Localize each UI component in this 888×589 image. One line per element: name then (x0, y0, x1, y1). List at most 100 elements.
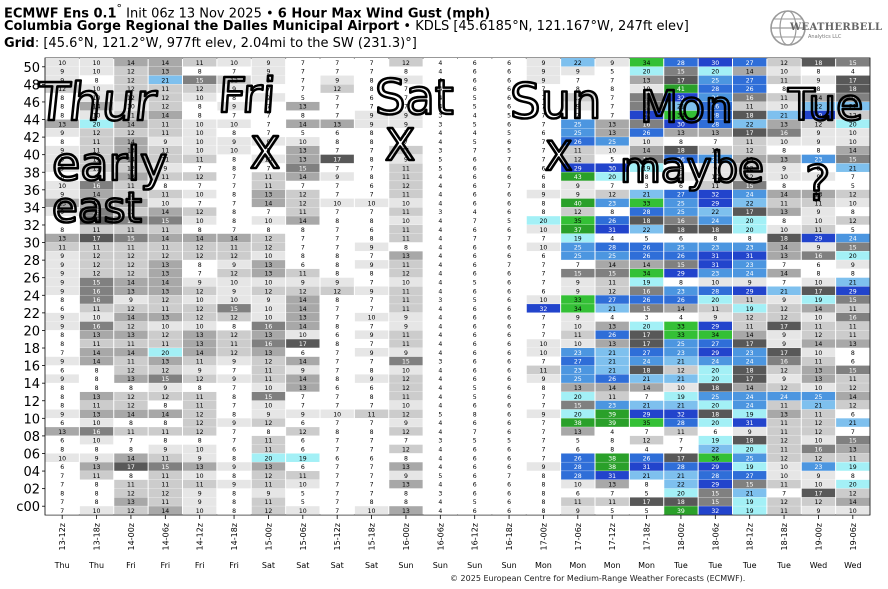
heatmap-cell (389, 488, 423, 498)
heatmap-cell (629, 435, 664, 445)
cell-value: 13 (402, 508, 410, 515)
cell-value: 17 (746, 130, 754, 137)
heatmap-cell (286, 233, 320, 243)
heatmap-cell (629, 224, 664, 234)
cell-value: 10 (196, 323, 204, 330)
heatmap-cell (595, 101, 629, 111)
heatmap-cell (664, 198, 698, 208)
cell-value: 8 (679, 280, 683, 287)
heatmap-cell (286, 189, 320, 199)
cell-value: 24 (746, 271, 754, 278)
heatmap-cell (183, 154, 217, 164)
x-tick-label: 14-18z (230, 523, 239, 550)
cell-value: 4 (438, 429, 442, 436)
cell-value: 30 (677, 121, 685, 128)
cell-value: 6 (507, 121, 511, 128)
cell-value: 15 (161, 376, 169, 383)
heatmap-cell (458, 462, 492, 471)
heatmap-cell (698, 101, 732, 111)
heatmap-cell (389, 110, 423, 120)
heatmap-cell (664, 409, 698, 419)
cell-value: 12 (574, 209, 582, 216)
heatmap-cell (492, 348, 526, 357)
cell-value: 21 (815, 403, 823, 410)
cell-value: 18 (746, 438, 754, 445)
cell-value: 7 (232, 174, 236, 181)
cell-value: 6 (473, 359, 477, 366)
heatmap-cell (251, 93, 286, 102)
heatmap-cell (251, 207, 286, 216)
heatmap-cell (733, 479, 767, 489)
cell-value: 17 (780, 323, 788, 330)
heatmap-cell (114, 365, 148, 375)
cell-value: 9 (60, 156, 64, 163)
cell-value: 8 (782, 86, 786, 93)
cell-value: 11 (574, 332, 582, 339)
cell-value: 13 (780, 253, 788, 260)
cell-value: 11 (849, 323, 857, 330)
cell-value: 9 (816, 130, 820, 137)
cell-value: 13 (849, 341, 857, 348)
y-tick-label: 50 (23, 61, 40, 76)
cell-value: 8 (335, 271, 339, 278)
heatmap-cell (217, 330, 251, 339)
cell-value: 7 (60, 482, 64, 489)
cell-value: 9 (816, 139, 820, 146)
heatmap-cell (320, 216, 354, 225)
heatmap-cell (79, 453, 114, 462)
heatmap-cell (148, 84, 182, 93)
cell-value: 4 (438, 77, 442, 84)
cell-value: 8 (163, 183, 167, 190)
cell-value: 24 (849, 236, 857, 243)
heatmap-cell (664, 453, 698, 462)
cell-value: 12 (161, 297, 169, 304)
cell-value: 19 (677, 394, 685, 401)
cell-value: 12 (780, 60, 788, 67)
cell-value: 9 (404, 350, 408, 357)
cell-value: 12 (815, 455, 823, 462)
cell-value: 11 (230, 244, 238, 251)
cell-value: 9 (541, 464, 545, 471)
y-tick-label: 46 (23, 96, 40, 111)
cell-value: 8 (232, 323, 236, 330)
cell-value: 13 (299, 315, 307, 322)
heatmap-cell (251, 365, 286, 375)
cell-value: 10 (574, 341, 582, 348)
heatmap-cell (733, 356, 767, 366)
cell-value: 18 (677, 148, 685, 155)
cell-value: 11 (402, 174, 410, 181)
heatmap-cell (733, 330, 767, 339)
cell-value: 8 (541, 499, 545, 506)
cell-value: 7 (541, 446, 545, 453)
cell-value: 7 (541, 271, 545, 278)
heatmap-cell (767, 321, 801, 331)
heatmap-cell (526, 365, 561, 375)
heatmap-cell (354, 163, 389, 172)
heatmap-cell (45, 427, 79, 436)
heatmap-cell (698, 233, 732, 243)
cell-value: 4 (438, 482, 442, 489)
heatmap-cell (595, 383, 629, 392)
heatmap-cell (698, 374, 732, 383)
cell-value: 13 (161, 359, 169, 366)
heatmap-cell (836, 444, 870, 454)
cell-value: 7 (541, 139, 545, 146)
cell-value: 7 (301, 183, 305, 190)
heatmap-cell (183, 506, 217, 515)
heatmap-cell (389, 277, 423, 287)
heatmap-cell (389, 145, 423, 155)
cell-value: 10 (643, 86, 651, 93)
heatmap-cell (664, 93, 698, 102)
heatmap-cell (45, 348, 79, 357)
cell-value: 11 (780, 429, 788, 436)
heatmap-cell (526, 435, 561, 445)
cell-value: 26 (608, 218, 616, 225)
heatmap-cell (251, 84, 286, 93)
heatmap-cell (217, 444, 251, 454)
heatmap-cell (389, 75, 423, 85)
heatmap-cell (836, 435, 870, 445)
cell-value: 7 (129, 438, 133, 445)
heatmap-cell (45, 172, 79, 181)
cell-value: 15 (849, 156, 857, 163)
cell-value: 7 (198, 165, 202, 172)
